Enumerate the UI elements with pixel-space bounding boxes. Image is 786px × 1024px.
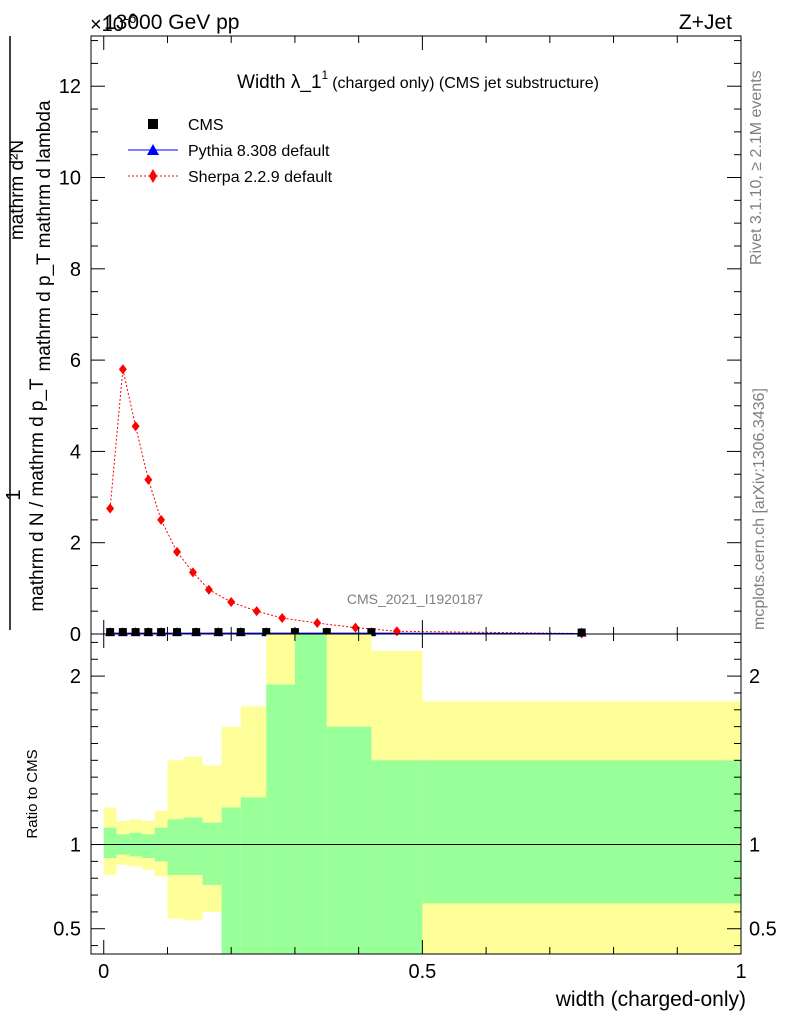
cms-point-5 [173, 628, 182, 637]
ratio-band-inner-9 [240, 797, 267, 954]
main-ytick-label-2: 4 [70, 441, 81, 463]
sherpa-point-5 [173, 546, 182, 557]
y-label-numerator: mathrm d²N [7, 140, 28, 240]
x-axis-label: width (charged-only) [555, 988, 746, 1011]
mcplots-label: mcplots.cern.ch [arXiv:1306.3436] [751, 388, 768, 630]
y-label-prefix: mathrm d N / mathrm d p_T [27, 378, 48, 612]
y-label-denominator: mathrm d p_T mathrm d lambda [34, 100, 55, 371]
legend-label-cms: CMS [188, 117, 224, 134]
ratio-panel-frame [90, 633, 742, 955]
ratio-y-axis-label: Ratio to CMS [24, 749, 41, 838]
main-panel-axes: 0 2 4 6 8 10 12 [59, 40, 741, 646]
sherpa-point-8 [227, 597, 236, 608]
sherpa-point-3 [144, 474, 153, 485]
ratio-ytick-label-1: 1 [70, 835, 81, 857]
ratio-band-inner-8 [221, 807, 241, 954]
sherpa-point-9 [252, 606, 261, 617]
cms-point-4 [157, 628, 166, 637]
x-tick-label-1: 0.5 [408, 961, 436, 983]
watermark: CMS_2021_I1920187 [347, 591, 483, 607]
x-tick-label-0: 0 [98, 961, 109, 983]
beam-label: 13000 GeV pp [104, 11, 239, 34]
ratio-panel-content [91, 634, 741, 954]
ratio-band-inner-6 [183, 817, 203, 875]
ratio-band-inner-14 [422, 760, 741, 904]
cms-point-1 [118, 628, 127, 637]
y-axis-label-main: 1 mathrm d N / mathrm d p_T mathrm d²N m… [3, 36, 55, 630]
ratio-ytick-label-2: 2 [70, 666, 81, 688]
ratio-band-inner-12 [326, 726, 372, 954]
cms-point-0 [106, 628, 115, 637]
ratio-ytick-label-right-1: 1 [749, 835, 760, 857]
ratio-band-inner-5 [167, 819, 184, 875]
cms-point-9 [262, 628, 271, 637]
ratio-band-inner-13 [371, 760, 423, 954]
main-ytick-label-3: 6 [70, 350, 81, 372]
rivet-label: Rivet 3.1.10, ≥ 2.1M events [748, 70, 765, 265]
ratio-band-inner-11 [294, 634, 327, 954]
main-title-rest: (charged only) (CMS jet substructure) [332, 75, 599, 92]
cms-point-7 [214, 628, 223, 637]
cms-point-11 [322, 628, 331, 637]
exponent-power: -6 [124, 10, 137, 26]
sherpa-point-11 [313, 618, 322, 629]
cms-point-8 [236, 628, 245, 637]
ratio-ytick-label-right-0: 0.5 [749, 919, 777, 941]
sherpa-point-6 [188, 567, 197, 578]
sherpa-point-10 [278, 613, 287, 624]
cms-point-3 [144, 628, 153, 637]
legend-marker-sherpa [149, 169, 157, 183]
legend: CMS Pythia 8.308 default Sherpa 2.2.9 de… [128, 117, 333, 186]
cms-point-2 [131, 628, 140, 637]
main-ytick-label-5: 10 [59, 168, 81, 190]
legend-label-sherpa: Sherpa 2.2.9 default [188, 169, 333, 186]
ratio-panel: 0.5 0.51 12 20 0.5 1 Ratio to CMS width (char… [24, 36, 777, 1011]
sherpa-point-1 [118, 364, 127, 375]
ratio-ytick-label-0: 0.5 [53, 919, 81, 941]
sherpa-point-4 [157, 514, 166, 525]
ratio-panel-axes: 0.5 0.51 12 20 0.5 1 [53, 36, 777, 983]
ratio-band-inner-3 [141, 834, 155, 858]
cms-point-12 [367, 628, 376, 637]
sherpa-point-0 [106, 503, 115, 514]
cms-point-6 [192, 628, 201, 637]
ratio-band-inner-7 [202, 822, 222, 885]
main-ytick-label-1: 2 [70, 533, 81, 555]
main-ytick-label-0: 0 [70, 624, 81, 646]
x-tick-label-2: 1 [735, 961, 746, 983]
ratio-band-inner-10 [266, 684, 295, 954]
sherpa-point-13 [392, 626, 401, 637]
ratio-band-inner-0 [103, 827, 117, 858]
ratio-ytick-label-right-2: 2 [749, 666, 760, 688]
sherpa-point-7 [204, 584, 213, 595]
exponent-label: ×10-6 [90, 10, 137, 36]
main-ytick-label-4: 8 [70, 259, 81, 281]
sherpa-point-12 [351, 622, 360, 633]
main-title: Width λ_11 (charged only) (CMS jet substr… [237, 68, 599, 93]
y-label-one: 1 [3, 489, 25, 500]
main-title-sup: 1 [322, 68, 329, 82]
legend-label-pythia: Pythia 8.308 default [188, 143, 330, 160]
sherpa-point-2 [131, 421, 140, 432]
process-label: Z+Jet [679, 11, 732, 34]
main-ytick-label-6: 12 [59, 76, 81, 98]
legend-marker-pythia [147, 144, 159, 155]
cms-point-13 [577, 628, 586, 637]
main-panel: 0 2 4 6 8 10 12 Width λ_11 (charged only) (CMS … [3, 35, 742, 646]
legend-marker-cms [148, 119, 158, 129]
